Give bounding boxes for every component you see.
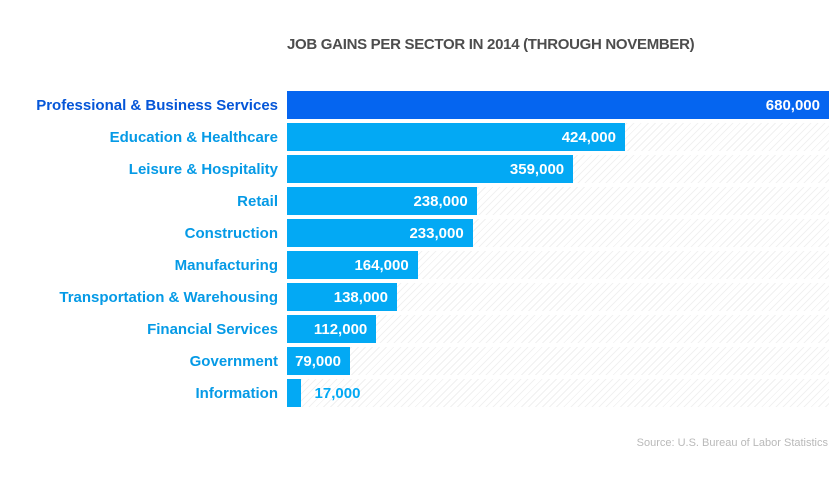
bar-track: 680,000 bbox=[287, 91, 829, 119]
bar-value: 164,000 bbox=[354, 256, 409, 274]
bar: 138,000 bbox=[287, 283, 397, 311]
bar: 359,000 bbox=[287, 155, 574, 183]
bar-value: 424,000 bbox=[561, 128, 616, 146]
bar-value: 233,000 bbox=[409, 224, 464, 242]
bar-track: 138,000 bbox=[287, 283, 829, 311]
category-label: Retail bbox=[237, 192, 278, 210]
category-label: Government bbox=[189, 352, 278, 370]
category-label: Leisure & Hospitality bbox=[128, 160, 278, 178]
bar-value: 17,000 bbox=[314, 384, 361, 402]
bar-rows-container: Professional & Business Services 680,000 E… bbox=[0, 91, 829, 411]
bar: 112,000 bbox=[287, 315, 377, 343]
chart-row: Government 79,000 bbox=[0, 347, 829, 375]
bar-track: 164,000 bbox=[287, 251, 829, 279]
chart-row: Manufacturing 164,000 bbox=[0, 251, 829, 279]
bar-value: 138,000 bbox=[333, 288, 388, 306]
category-label: Transportation & Warehousing bbox=[59, 288, 278, 306]
bar-track: 238,000 bbox=[287, 187, 829, 215]
source-attribution: Source: U.S. Bureau of Labor Statistics bbox=[636, 437, 828, 449]
chart-row: Financial Services 112,000 bbox=[0, 315, 829, 343]
bar bbox=[287, 379, 301, 407]
chart-row: Retail 238,000 bbox=[0, 187, 829, 215]
category-label: Information bbox=[195, 384, 279, 402]
bar-value: 79,000 bbox=[295, 352, 341, 370]
category-label: Construction bbox=[184, 224, 278, 242]
bar: 79,000 bbox=[287, 347, 350, 375]
bar: 238,000 bbox=[287, 187, 477, 215]
category-label: Manufacturing bbox=[174, 256, 278, 274]
bar-track: 17,000 bbox=[287, 379, 829, 407]
bar: 164,000 bbox=[287, 251, 418, 279]
chart-row: Leisure & Hospitality 359,000 bbox=[0, 155, 829, 183]
bar-value: 238,000 bbox=[413, 192, 468, 210]
bar-track: 359,000 bbox=[287, 155, 829, 183]
bar-track: 79,000 bbox=[287, 347, 829, 375]
bar: 680,000 bbox=[287, 91, 829, 119]
category-label: Education & Healthcare bbox=[109, 128, 278, 146]
bar-track: 233,000 bbox=[287, 219, 829, 247]
chart-row: Information 17,000 bbox=[0, 379, 829, 407]
chart-title: JOB GAINS PER SECTOR IN 2014 (THROUGH NO… bbox=[287, 36, 695, 53]
bar-value: 680,000 bbox=[765, 96, 820, 114]
bar: 424,000 bbox=[287, 123, 625, 151]
chart-row: Professional & Business Services 680,000 bbox=[0, 91, 829, 119]
category-label: Financial Services bbox=[147, 320, 278, 338]
chart-row: Education & Healthcare 424,000 bbox=[0, 123, 829, 151]
category-label: Professional & Business Services bbox=[36, 96, 278, 114]
bar-track: 112,000 bbox=[287, 315, 829, 343]
bar: 233,000 bbox=[287, 219, 473, 247]
chart-row: Transportation & Warehousing 138,000 bbox=[0, 283, 829, 311]
bar-track: 424,000 bbox=[287, 123, 829, 151]
bar-value: 112,000 bbox=[313, 320, 368, 338]
chart-row: Construction 233,000 bbox=[0, 219, 829, 247]
bar-value: 359,000 bbox=[509, 160, 565, 178]
